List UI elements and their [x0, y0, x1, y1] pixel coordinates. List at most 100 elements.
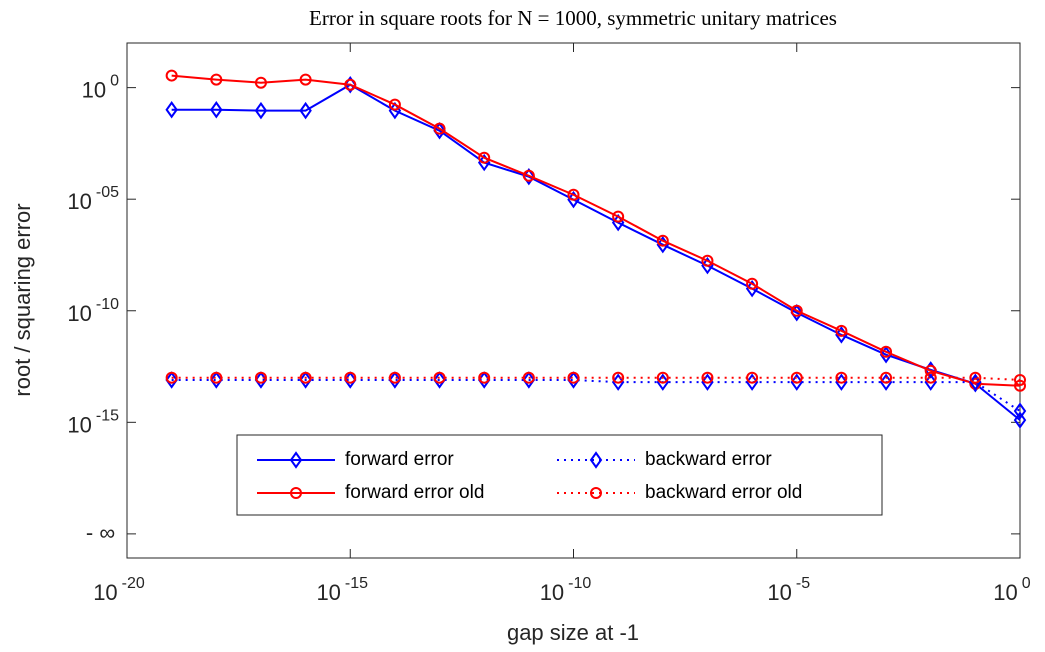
marker — [299, 371, 312, 389]
marker — [210, 73, 223, 86]
x-tick-label: 10 -10 — [540, 575, 592, 605]
y-tick-label-exponent: 0 — [110, 73, 119, 90]
x-tick-label-base: 10 — [540, 580, 564, 605]
marker — [835, 373, 848, 391]
marker — [477, 153, 491, 172]
legend-marker — [290, 487, 302, 499]
legend-marker — [590, 487, 602, 499]
y-tick-label-exponent: -05 — [96, 184, 119, 201]
y-tick-label-base: 10 — [67, 412, 91, 437]
marker — [701, 373, 714, 391]
legend-marker — [289, 451, 303, 469]
marker — [433, 122, 446, 140]
marker — [567, 188, 580, 201]
marker — [344, 371, 357, 384]
x-tick-label: 10 -5 — [767, 575, 810, 605]
marker — [254, 76, 267, 89]
legend-label: forward error — [345, 449, 454, 470]
marker — [656, 371, 669, 384]
marker — [745, 373, 759, 391]
marker — [433, 122, 446, 135]
marker — [835, 371, 848, 384]
x-tick-label: 10 -20 — [93, 575, 145, 605]
marker — [835, 324, 848, 337]
marker — [344, 78, 357, 91]
y-tick-label-base: 10 — [82, 77, 106, 102]
y-tick-label: 10 -15 — [67, 408, 119, 438]
marker — [165, 101, 178, 119]
marker — [611, 373, 625, 391]
marker — [299, 73, 312, 86]
marker — [567, 371, 580, 389]
marker — [522, 169, 535, 182]
marker — [567, 371, 580, 384]
series-line — [171, 378, 1021, 412]
marker — [522, 371, 536, 389]
marker — [165, 371, 178, 384]
y-tick-label: - ∞ — [86, 520, 115, 545]
marker — [880, 371, 893, 384]
y-tick-label-exponent: -15 — [96, 408, 119, 425]
marker — [924, 371, 937, 384]
legend — [236, 434, 883, 516]
marker — [299, 371, 312, 384]
marker — [433, 371, 446, 384]
marker — [746, 371, 759, 384]
marker — [433, 371, 446, 389]
marker — [165, 371, 178, 389]
x-tick-label: 10 0 — [993, 575, 1030, 605]
x-tick-label-base: 10 — [767, 580, 791, 605]
marker — [1014, 373, 1026, 386]
marker — [1013, 402, 1027, 420]
marker — [478, 151, 491, 164]
marker — [1014, 379, 1026, 392]
legend-marker — [589, 451, 603, 469]
marker — [746, 277, 759, 290]
marker — [612, 210, 625, 223]
marker — [969, 373, 982, 391]
marker — [969, 371, 982, 384]
marker — [790, 304, 803, 317]
x-axis-label: gap size at -1 — [507, 620, 639, 645]
marker — [656, 234, 669, 247]
marker — [656, 373, 670, 391]
legend-label: forward error old — [345, 482, 484, 503]
legend-label: backward error old — [645, 482, 802, 503]
y-tick-label-base: - ∞ — [86, 520, 115, 545]
x-tick-label-base: 10 — [993, 580, 1017, 605]
legend-label: backward error — [645, 449, 772, 470]
marker — [210, 371, 223, 389]
marker — [701, 254, 714, 267]
y-tick-label-base: 10 — [67, 189, 91, 214]
x-tick-label-base: 10 — [93, 580, 117, 605]
marker — [388, 371, 401, 384]
marker — [210, 371, 223, 384]
y-axis-label: root / squaring error — [10, 203, 35, 396]
marker — [1013, 411, 1027, 429]
marker — [165, 69, 178, 82]
x-tick-label-exponent: -5 — [796, 575, 810, 592]
marker — [790, 371, 803, 384]
y-tick-label: 10 -10 — [67, 296, 119, 326]
x-tick-label-exponent: -10 — [568, 575, 591, 592]
x-tick-label-exponent: -15 — [345, 575, 368, 592]
series-line — [171, 74, 1021, 387]
x-tick-label-exponent: 0 — [1022, 575, 1031, 592]
marker — [612, 371, 625, 384]
series-line — [171, 83, 1021, 421]
x-tick-label-base: 10 — [316, 580, 340, 605]
marker — [790, 304, 803, 322]
marker — [522, 371, 535, 384]
y-tick-label: 10 0 — [82, 73, 119, 103]
x-tick-label-exponent: -20 — [122, 575, 145, 592]
marker — [478, 371, 491, 384]
marker — [879, 373, 893, 391]
marker — [388, 371, 402, 389]
marker — [701, 371, 714, 384]
chart-title: Error in square roots for N = 1000, symm… — [309, 6, 837, 30]
marker — [388, 98, 401, 111]
y-tick-label-base: 10 — [67, 301, 91, 326]
y-tick-label-exponent: -10 — [96, 296, 119, 313]
marker — [299, 101, 312, 120]
